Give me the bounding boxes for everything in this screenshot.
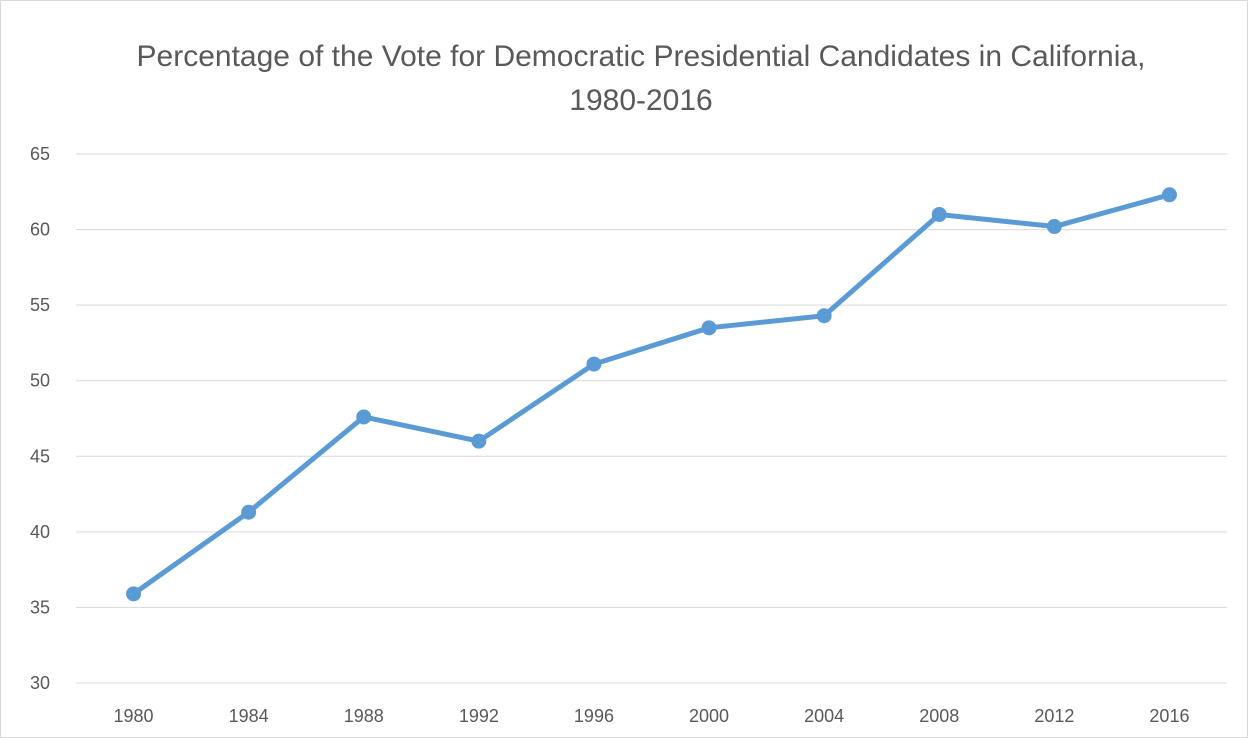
data-point-1984 (241, 504, 257, 520)
y-tick-label: 40 (30, 522, 50, 542)
x-tick-label: 1992 (459, 706, 499, 726)
y-tick-label: 65 (30, 144, 50, 164)
series-line (131, 192, 1172, 597)
y-tick-label: 35 (30, 597, 50, 617)
x-tick-label: 2000 (689, 706, 729, 726)
y-axis-tick-labels: 30 35 40 45 50 55 60 65 (30, 144, 50, 693)
data-point-2012 (1046, 219, 1062, 235)
x-tick-label: 2012 (1034, 706, 1074, 726)
x-tick-label: 2008 (919, 706, 959, 726)
y-tick-label: 60 (30, 220, 50, 240)
x-axis-tick-labels: 1980 1984 1988 1992 1996 2000 2004 2008 2012 2016 (114, 706, 1190, 726)
y-tick-label: 30 (30, 673, 50, 693)
x-tick-label: 1980 (114, 706, 154, 726)
data-point-1988 (356, 409, 372, 425)
x-tick-label: 2004 (804, 706, 844, 726)
data-point-2000 (701, 320, 717, 336)
x-tick-label: 1988 (344, 706, 384, 726)
data-point-1980 (126, 586, 142, 602)
data-point-1996 (586, 356, 602, 372)
y-tick-label: 50 (30, 371, 50, 391)
gridlines (76, 153, 1227, 684)
x-tick-label: 1996 (574, 706, 614, 726)
y-tick-label: 55 (30, 295, 50, 315)
x-tick-label: 1984 (229, 706, 269, 726)
chart-title: Percentage of the Vote for Democratic Pr… (136, 40, 1146, 117)
y-tick-label: 45 (30, 446, 50, 466)
series-layer (126, 187, 1177, 602)
data-point-1992 (471, 433, 487, 449)
data-point-2008 (931, 206, 947, 222)
x-tick-label: 2016 (1149, 706, 1189, 726)
data-point-2016 (1161, 187, 1177, 203)
data-point-2004 (816, 308, 832, 324)
